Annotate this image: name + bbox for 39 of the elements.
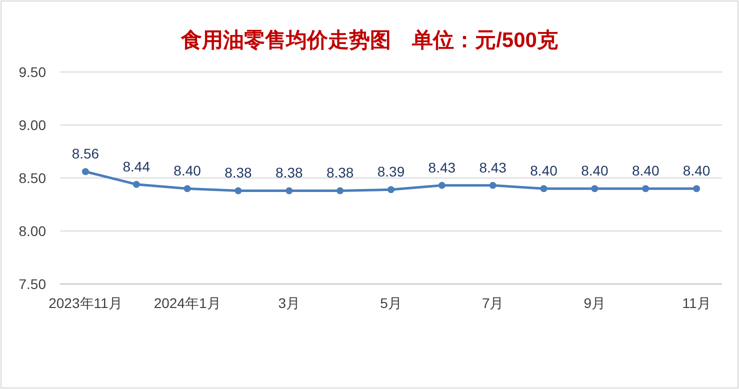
- x-tick-label: 2023年11月: [48, 295, 122, 311]
- data-label: 8.40: [632, 162, 660, 179]
- data-label: 8.38: [326, 164, 354, 181]
- y-tick-label: 7.50: [18, 276, 46, 292]
- point: [336, 187, 344, 194]
- y-tick-label: 8.50: [18, 170, 46, 186]
- data-label: 8.44: [122, 158, 150, 174]
- point: [591, 185, 598, 192]
- x-tick-label: 9月: [584, 295, 606, 311]
- data-label: 8.43: [428, 159, 456, 176]
- y-tick-label: 9.00: [18, 117, 46, 133]
- point: [132, 180, 140, 188]
- data-label: 8.40: [530, 162, 558, 179]
- y-tick-label: 9.50: [18, 64, 46, 80]
- data-label: 8.40: [174, 162, 202, 179]
- x-tick-label: 5月: [380, 295, 402, 311]
- x-tick-label: 2024年1月: [154, 295, 221, 311]
- data-label: 8.43: [479, 159, 507, 176]
- data-label: 8.56: [72, 146, 100, 162]
- x-tick-label: 11月: [682, 295, 711, 311]
- point: [184, 185, 191, 192]
- point: [489, 182, 496, 189]
- point: [693, 185, 700, 192]
- data-label: 8.40: [581, 162, 609, 179]
- data-label: 8.38: [276, 164, 303, 181]
- data-label: 8.40: [682, 162, 710, 179]
- data-label: 8.38: [224, 164, 252, 181]
- point: [438, 182, 446, 189]
- x-tick-label: 3月: [278, 295, 300, 311]
- y-tick-label: 8.00: [18, 223, 46, 239]
- point: [388, 186, 394, 194]
- point: [82, 168, 89, 176]
- point: [286, 187, 293, 194]
- point: [642, 185, 650, 192]
- point: [234, 187, 242, 194]
- chart-title: 食用油零售均价走势图 单位：元/500克: [180, 29, 558, 52]
- point: [540, 185, 548, 192]
- x-tick-label: 7月: [482, 295, 504, 311]
- data-label: 8.39: [377, 164, 405, 180]
